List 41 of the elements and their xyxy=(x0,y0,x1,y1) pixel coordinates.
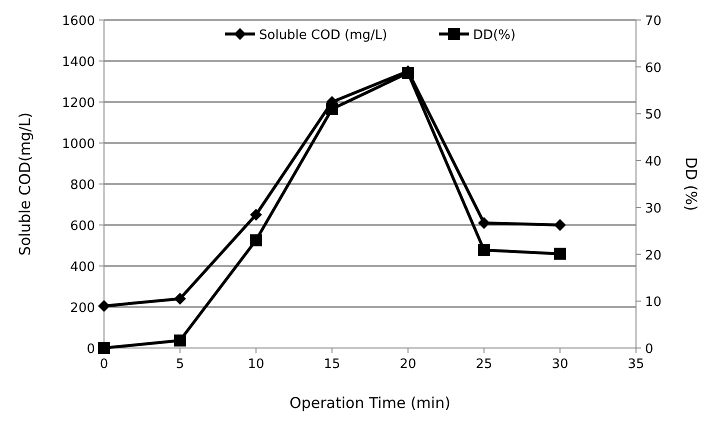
x-tick-label: 10 xyxy=(248,357,264,372)
legend-label: Soluble COD (mg/L) xyxy=(259,28,388,43)
legend-label: DD(%) xyxy=(473,28,516,43)
y-tick-label: 1200 xyxy=(62,96,95,111)
y-tick-label: 0 xyxy=(86,342,95,357)
point xyxy=(554,219,566,231)
y2-tick-label: 0 xyxy=(645,342,654,357)
y-axis-title: Soluble COD(mg/L) xyxy=(16,112,34,256)
point xyxy=(326,103,338,116)
y2-tick-label: 20 xyxy=(645,248,662,264)
y-tick-label: 600 xyxy=(70,219,95,234)
y-tick-label: 400 xyxy=(70,260,95,275)
y2-tick-label: 10 xyxy=(645,295,662,310)
point xyxy=(174,334,186,347)
y-tick-label: 800 xyxy=(70,178,95,193)
point xyxy=(98,342,110,354)
x-tick-label: 15 xyxy=(324,357,340,372)
point xyxy=(250,208,262,221)
point xyxy=(478,244,490,256)
point xyxy=(478,216,490,229)
y2-tick-label: 30 xyxy=(645,201,662,216)
y-tick-label: 1600 xyxy=(62,14,95,29)
point xyxy=(174,292,186,305)
x-tick-label: 5 xyxy=(176,357,184,372)
y-tick-label: 200 xyxy=(70,301,95,316)
point xyxy=(98,300,110,312)
x-axis-title: Operation Time (min) xyxy=(290,394,450,412)
point xyxy=(554,248,566,260)
x-tick-label: 20 xyxy=(400,357,416,372)
y2-tick-label: 70 xyxy=(645,14,662,29)
x-tick-label: 30 xyxy=(552,357,568,372)
y2-axis-title: DD (%) xyxy=(682,157,700,211)
y-tick-label: 1400 xyxy=(62,55,95,70)
x-tick-label: 25 xyxy=(476,357,492,372)
y2-tick-label: 40 xyxy=(645,154,662,170)
x-tick-label: 0 xyxy=(100,357,108,372)
y-tick-label: 1000 xyxy=(62,137,95,152)
y2-tick-label: 50 xyxy=(645,108,662,123)
y2-tick-label: 60 xyxy=(645,60,662,76)
x-tick-label: 35 xyxy=(628,357,644,372)
point xyxy=(250,234,262,246)
